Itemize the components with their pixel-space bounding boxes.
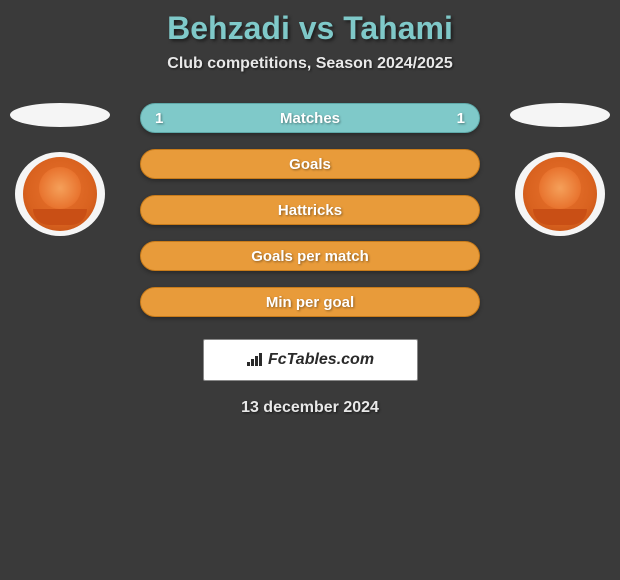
stat-label: Hattricks: [278, 202, 342, 219]
stats-area: 1 Matches 1 Goals Hattricks Goals per ma…: [0, 103, 620, 417]
page-title: Behzadi vs Tahami: [167, 10, 453, 47]
player-left-placeholder: [10, 103, 110, 127]
stat-bar-matches: 1 Matches 1: [140, 103, 480, 133]
chart-icon: [246, 353, 264, 367]
stat-label: Goals per match: [251, 248, 369, 265]
stat-bar-goals-per-match: Goals per match: [140, 241, 480, 271]
subtitle: Club competitions, Season 2024/2025: [167, 55, 452, 73]
site-logo-text: FcTables.com: [268, 351, 374, 369]
date-text: 13 december 2024: [241, 399, 379, 417]
club-badge-right-inner: [523, 157, 597, 231]
site-logo: FcTables.com: [246, 351, 374, 369]
stat-label: Matches: [280, 110, 340, 127]
site-logo-box: FcTables.com: [203, 339, 418, 381]
stat-bar-min-per-goal: Min per goal: [140, 287, 480, 317]
comparison-card: Behzadi vs Tahami Club competitions, Sea…: [0, 0, 620, 417]
stat-bar-hattricks: Hattricks: [140, 195, 480, 225]
club-badge-right: [515, 152, 605, 236]
player-left-column: [10, 103, 110, 236]
stat-bar-goals: Goals: [140, 149, 480, 179]
player-right-placeholder: [510, 103, 610, 127]
player-right-column: [510, 103, 610, 236]
stat-value-right: 1: [457, 110, 465, 127]
club-badge-left: [15, 152, 105, 236]
stat-label: Min per goal: [266, 294, 354, 311]
stat-label: Goals: [289, 156, 331, 173]
club-badge-left-inner: [23, 157, 97, 231]
stat-value-left: 1: [155, 110, 163, 127]
